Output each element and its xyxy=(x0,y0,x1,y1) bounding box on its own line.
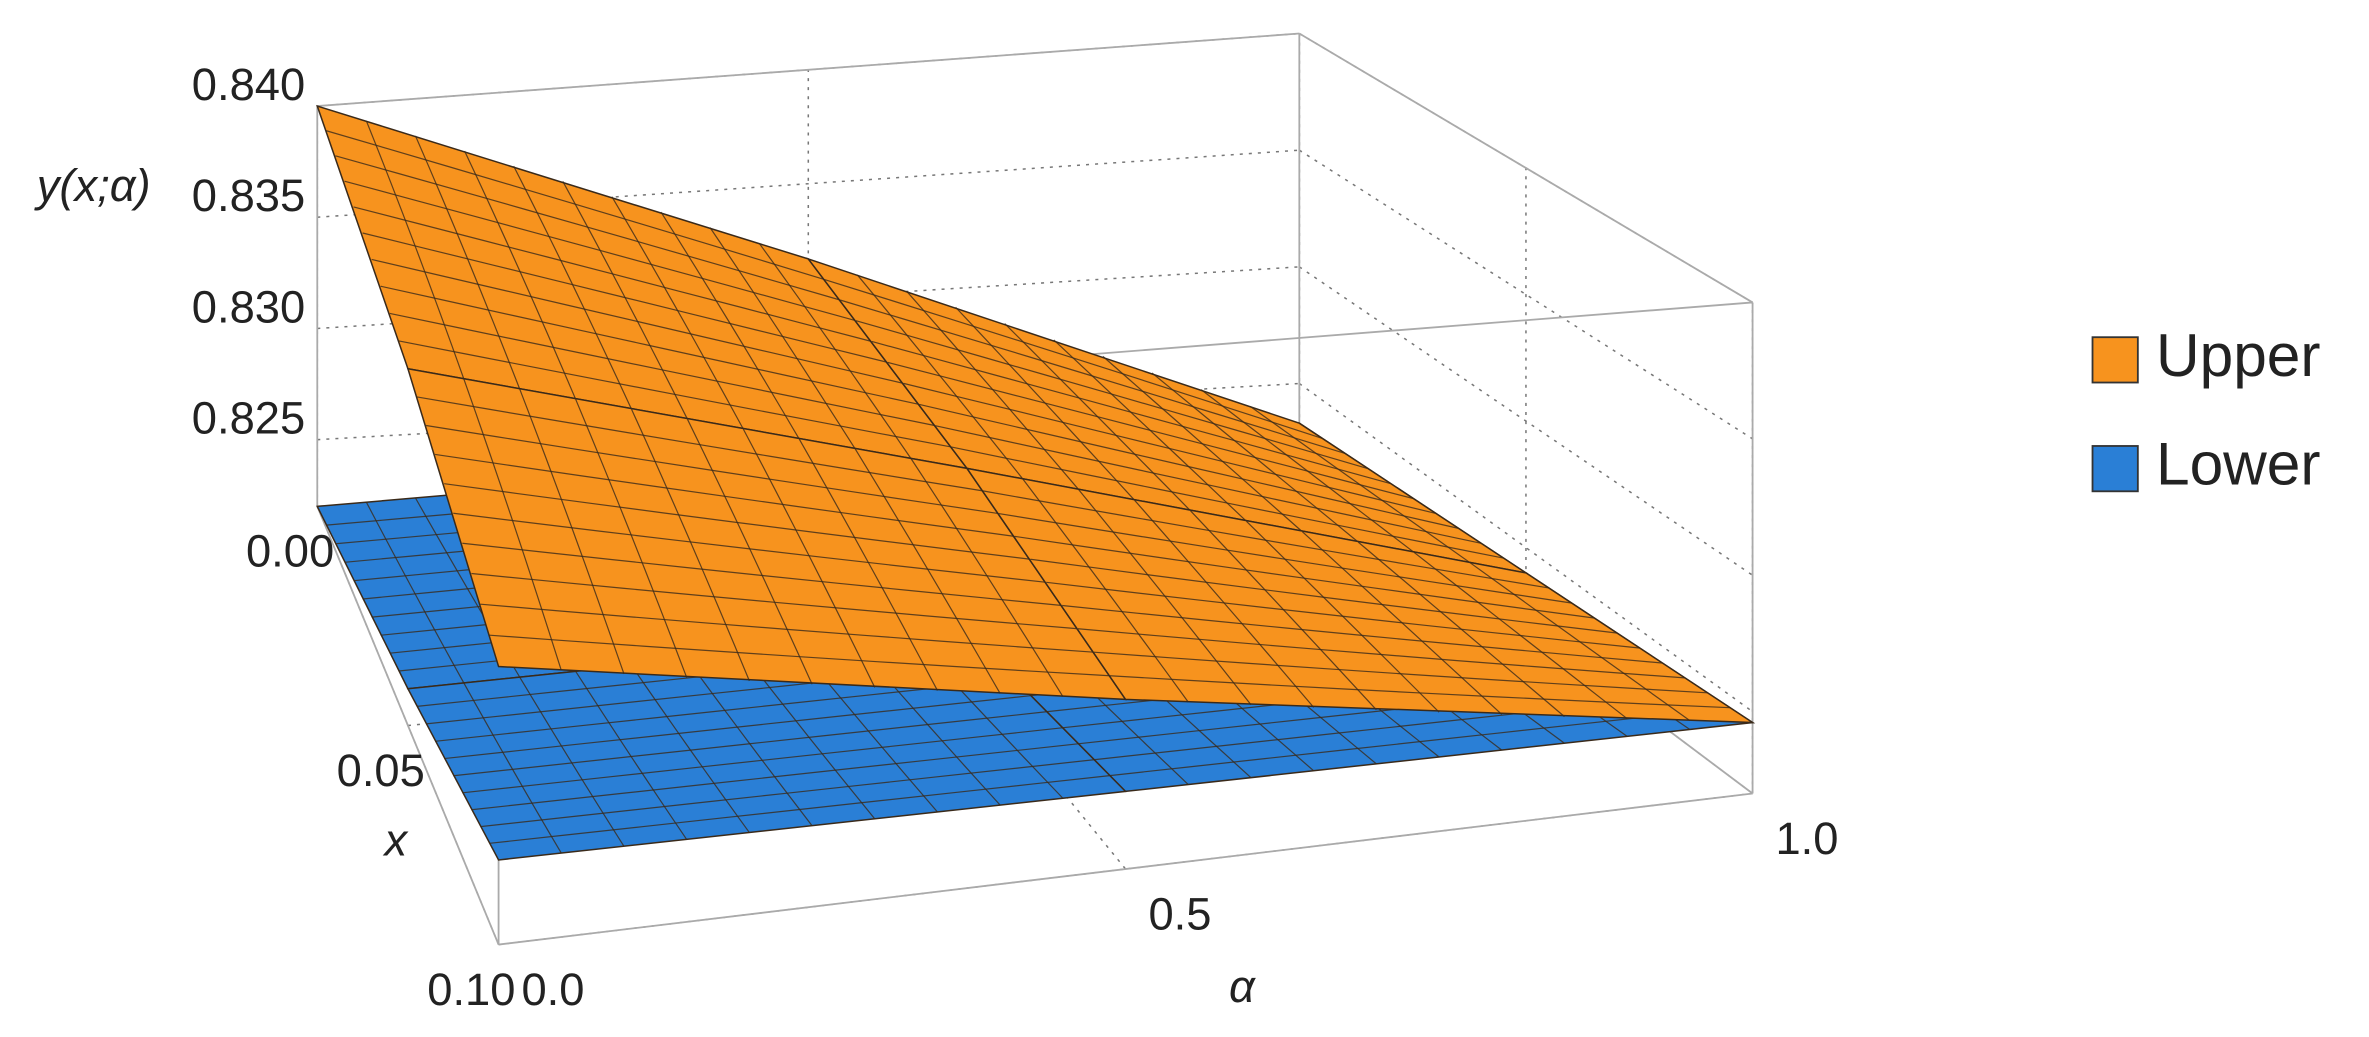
mesh-line xyxy=(1102,355,1303,533)
mesh-line xyxy=(489,634,1110,677)
mesh-line xyxy=(1062,604,1662,664)
legend-label: Upper xyxy=(2156,321,2321,389)
mesh-line xyxy=(462,727,1063,794)
legend-swatch xyxy=(2091,445,2139,493)
labels: y(x;α) x α 0.825 0.830 0.835 0.840 0.00 0.05 0… xyxy=(34,59,2321,1015)
mesh-line xyxy=(471,572,1079,630)
mesh-line xyxy=(1109,707,1730,777)
mesh-line xyxy=(742,653,876,820)
legend-swatch xyxy=(2091,336,2139,384)
mesh-line xyxy=(480,759,1094,828)
x-tick-label: 0.05 xyxy=(337,745,425,796)
z-tick-label: 0.825 xyxy=(192,393,305,444)
grid-line xyxy=(1298,382,1754,713)
mesh-line xyxy=(380,285,920,406)
box-edge xyxy=(316,506,500,945)
mesh-line xyxy=(798,438,939,691)
mesh-line xyxy=(1413,551,1628,720)
mesh-line xyxy=(1109,675,1730,709)
mesh-line xyxy=(854,448,1001,694)
surfaces xyxy=(316,104,1756,861)
box-edge xyxy=(317,32,1300,107)
z-tick-label: 0.840 xyxy=(192,59,305,110)
mesh-line xyxy=(453,711,1047,777)
legend-label: Lower xyxy=(2156,430,2321,498)
mesh-line xyxy=(1046,581,1640,649)
mesh-line xyxy=(950,446,1504,559)
mesh-line xyxy=(935,425,1481,544)
mesh-line xyxy=(1077,628,1685,679)
mesh-line xyxy=(611,196,744,430)
mesh-line xyxy=(910,458,1064,697)
mesh-line xyxy=(919,403,1459,529)
mesh-line xyxy=(903,382,1436,514)
box-edge xyxy=(1298,32,1754,304)
z-tick-label: 0.830 xyxy=(192,281,305,332)
mesh-line xyxy=(1093,651,1708,694)
mesh-line xyxy=(660,211,800,440)
mesh-line xyxy=(489,774,1110,844)
mesh-line xyxy=(371,258,904,384)
mesh-line xyxy=(1249,405,1471,564)
surface-cell xyxy=(965,467,1756,724)
x-tick-label: 0.10 xyxy=(427,964,515,1015)
z-axis-label: y(x;α) xyxy=(34,160,151,211)
mesh-line xyxy=(1301,531,1503,715)
alpha-tick-label: 0.5 xyxy=(1148,888,1211,939)
box-edge xyxy=(498,792,1753,946)
mesh-line xyxy=(471,743,1079,811)
mesh-line xyxy=(1469,562,1691,722)
mesh-line xyxy=(480,603,1094,653)
mesh-line xyxy=(389,312,936,427)
mesh-line xyxy=(1357,541,1565,718)
mesh-line xyxy=(1200,389,1415,553)
mesh-line xyxy=(462,542,1063,607)
mesh-line xyxy=(758,242,912,459)
mesh-line xyxy=(709,227,856,450)
mesh-line xyxy=(398,340,952,448)
z-tick-label: 0.835 xyxy=(192,170,305,221)
mesh-line xyxy=(453,512,1047,583)
alpha-tick-label: 0.0 xyxy=(521,964,584,1015)
x-tick-label: 0.00 xyxy=(246,526,334,577)
mesh-line xyxy=(1151,372,1359,543)
alpha-axis-label: α xyxy=(1229,961,1256,1012)
surface xyxy=(316,104,1756,724)
x-axis-label: x xyxy=(383,814,409,865)
mesh-line xyxy=(742,428,876,688)
alpha-tick-label: 1.0 xyxy=(1775,813,1838,864)
mesh-line xyxy=(362,232,888,363)
mesh-line xyxy=(887,361,1413,499)
